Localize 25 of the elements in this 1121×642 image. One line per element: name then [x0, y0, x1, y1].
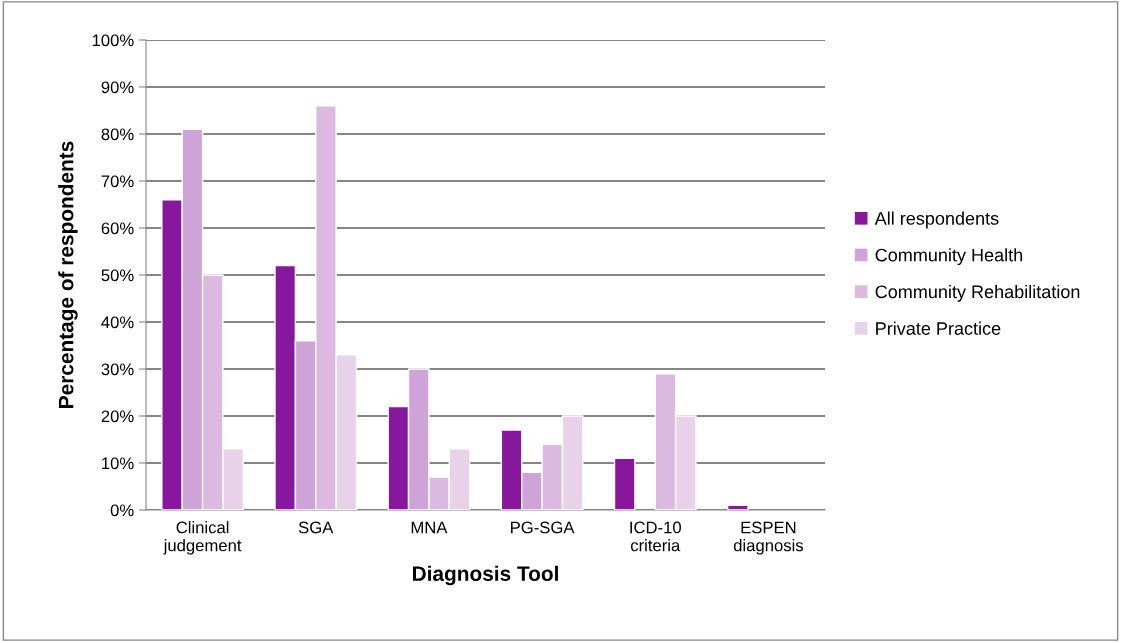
y-tick-label: 80% — [101, 128, 134, 141]
y-tick-label: 50% — [101, 269, 134, 282]
legend-label: Community Health — [875, 248, 1023, 266]
x-tick-label: MNA — [411, 521, 448, 534]
legend-label: Private Practice — [876, 321, 1001, 335]
y-tick-label: 0% — [110, 504, 134, 517]
bar — [613, 457, 636, 510]
legend-label: All respondents — [874, 211, 999, 229]
y-tick-label: 70% — [101, 175, 134, 188]
y-tick-label: 20% — [101, 410, 134, 423]
x-tick-label: ESPEN diagnosis — [733, 521, 804, 555]
bar — [726, 504, 749, 510]
legend-label: Community Rehabilitation — [875, 284, 1080, 302]
x-tick-label: ICD-10 criteria — [630, 521, 681, 552]
x-tick-label: Clinical judgement — [163, 521, 242, 555]
x-tick-label: SGA — [298, 521, 334, 534]
x-tick-label: PG-SGA — [511, 521, 575, 534]
y-tick-label: 40% — [101, 316, 134, 329]
y-tick-label: 90% — [101, 81, 134, 94]
y-tick-label: 60% — [101, 222, 134, 235]
x-axis-title: Diagnosis Tool — [413, 565, 558, 586]
y-tick-label: 100% — [92, 34, 134, 47]
y-tick-label: 10% — [102, 457, 134, 470]
y-tick-label: 30% — [101, 363, 134, 376]
y-axis-title: Percentage of respondents — [58, 141, 78, 408]
